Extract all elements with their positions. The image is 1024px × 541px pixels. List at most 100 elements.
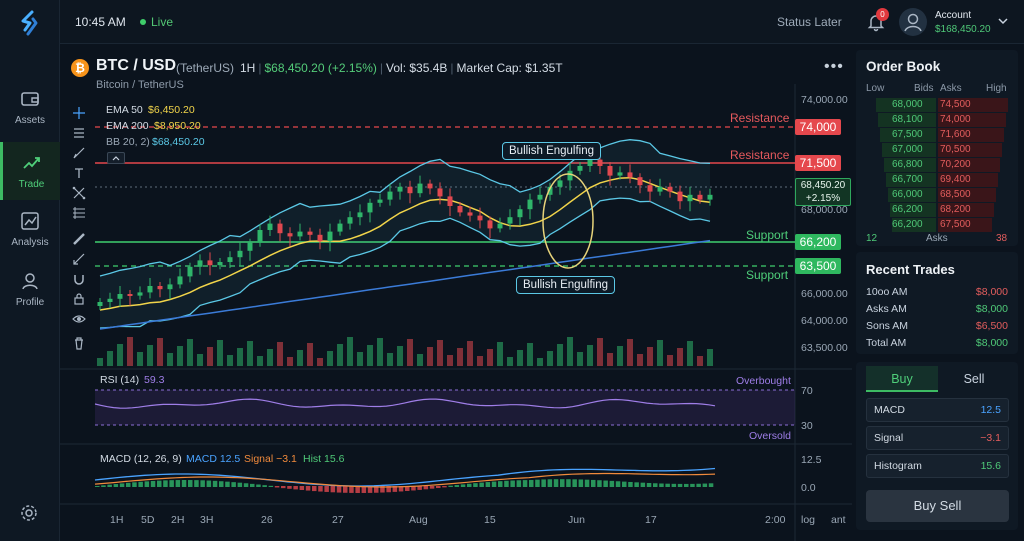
volume-bar [147,345,153,366]
candle-body [307,231,313,235]
trade-panel-card: Buy Sell MACD 12.5 Signal −3.1 Histogram 15.6… [856,362,1018,530]
macd-histogram-bar [479,482,484,487]
text-tool-icon[interactable] [72,166,86,180]
order-book-row[interactable]: 66,700 69,400 [866,173,1008,187]
fib-icon[interactable] [72,206,86,220]
more-options-icon[interactable]: ••• [824,58,844,75]
volume-bar [387,353,393,366]
brush-icon[interactable] [72,146,86,160]
nav-item-trade[interactable]: Trade [0,142,60,200]
nav-item-analysis[interactable]: Analysis [0,200,60,258]
order-book-row[interactable]: 67,500 71,600 [866,128,1008,142]
live-indicator: Live [140,15,173,29]
macd-histogram-bar [330,486,336,493]
pattern-icon[interactable] [72,186,86,200]
volume-bar [587,345,593,366]
order-book-row[interactable]: 66,200 67,500 [866,218,1008,232]
volume-bar [457,348,463,366]
account-label[interactable]: Account [935,10,972,21]
trade-panel-row[interactable]: MACD 12.5 [866,398,1009,422]
collapse-legend-button[interactable] [107,152,125,164]
macd-histogram-bar [188,480,193,487]
candle-body [547,186,553,195]
support-tag-1: 66,200 [795,234,841,250]
macd-histogram-bar [219,481,224,487]
bollinger-label: BB 20, 2) [106,136,150,148]
volume-bar [697,356,703,366]
macd-histogram-bar [454,485,460,487]
candle-body [537,194,543,200]
trade-row[interactable]: Sons AM $6,500 [866,320,1008,336]
order-book-row[interactable]: 66,800 70,200 [866,158,1008,172]
ruler-icon[interactable] [72,232,86,246]
range-3h[interactable]: 3H [200,514,214,526]
candle-body [117,294,123,299]
candle-body [377,199,383,203]
lines-icon[interactable] [72,126,86,140]
bollinger-lower-line [99,197,711,329]
trade-panel-row[interactable]: Histogram 15.6 [866,454,1009,478]
trade-row[interactable]: Asks AM $8,000 [866,303,1008,319]
range-2h[interactable]: 2H [171,514,185,526]
eye-icon[interactable] [72,312,86,326]
macd-histogram-bar [442,486,447,488]
chevron-down-icon[interactable] [998,16,1008,26]
volume-bar [217,340,223,366]
macd-histogram-bar [138,481,143,487]
range-1h[interactable]: 1H [110,514,124,526]
volume-bar [237,348,243,366]
macd-histogram-bar [144,481,150,487]
trade-row[interactable]: Total AM $8,000 [866,337,1008,353]
bitcoin-icon: ₿ [71,59,89,77]
gear-icon[interactable] [19,503,39,523]
interval-label[interactable]: 1H [240,61,256,75]
macd-histogram-bar [560,479,565,487]
trade-value: $6,500 [975,320,1008,332]
macd-histogram-bar [361,486,367,493]
lock-icon[interactable] [72,292,86,306]
macd-histogram-bar [677,483,683,487]
buy-sell-button[interactable]: Buy Sell [866,490,1009,522]
resistance-tag-1: 74,000 [795,119,841,135]
trade-row[interactable]: 10oo AM $8,000 [866,286,1008,302]
support-label-1: Support [746,228,789,242]
volume-bar [607,353,613,366]
auto-scale-toggle[interactable]: ant [831,514,846,526]
order-book-row[interactable]: 68,000 74,500 [866,98,1008,112]
nav-item-profile[interactable]: Profile [0,260,60,318]
order-book-row[interactable]: 66,000 68,500 [866,188,1008,202]
status-later-link[interactable]: Status Later [777,15,842,29]
candle-body [327,231,333,242]
order-book-row[interactable]: 68,100 74,000 [866,113,1008,127]
macd-histogram-bar [113,484,119,487]
order-book-row[interactable]: 67,000 70,500 [866,143,1008,157]
macd-line [94,467,716,487]
ask-depth-bar [938,128,1004,142]
candle-body [157,286,163,290]
resistance-label-2: Resistance [730,148,790,162]
support-tag-2: 63,500 [795,258,841,274]
candle-body [457,206,463,213]
order-book-footer-right: 38 [996,233,1008,244]
macd-histogram-bar [591,479,596,487]
order-book-footer-left: 12 [866,233,878,244]
time-label-jun: Jun [568,514,585,526]
signal-line [94,472,716,488]
trash-icon[interactable] [72,336,86,350]
crosshair-icon[interactable] [72,106,86,120]
candle-body [317,234,323,242]
chart-canvas[interactable] [60,44,852,541]
sell-tab[interactable]: Sell [963,372,985,386]
macd-histogram-bar [504,480,509,487]
magnet-icon[interactable] [72,272,86,286]
nav-item-assets[interactable]: Assets [0,78,60,136]
range-5d[interactable]: 5D [141,514,155,526]
buy-tab[interactable]: Buy [866,366,938,392]
order-book-row[interactable]: 66,200 68,200 [866,203,1008,217]
trade-panel-row[interactable]: Signal −3.1 [866,426,1009,450]
measure-icon[interactable] [72,252,86,266]
log-scale-toggle[interactable]: log [801,514,816,526]
macd-label: MACD (12, 26, 9) [100,453,182,465]
macd-histogram-bar [336,486,342,493]
avatar[interactable] [899,8,927,36]
